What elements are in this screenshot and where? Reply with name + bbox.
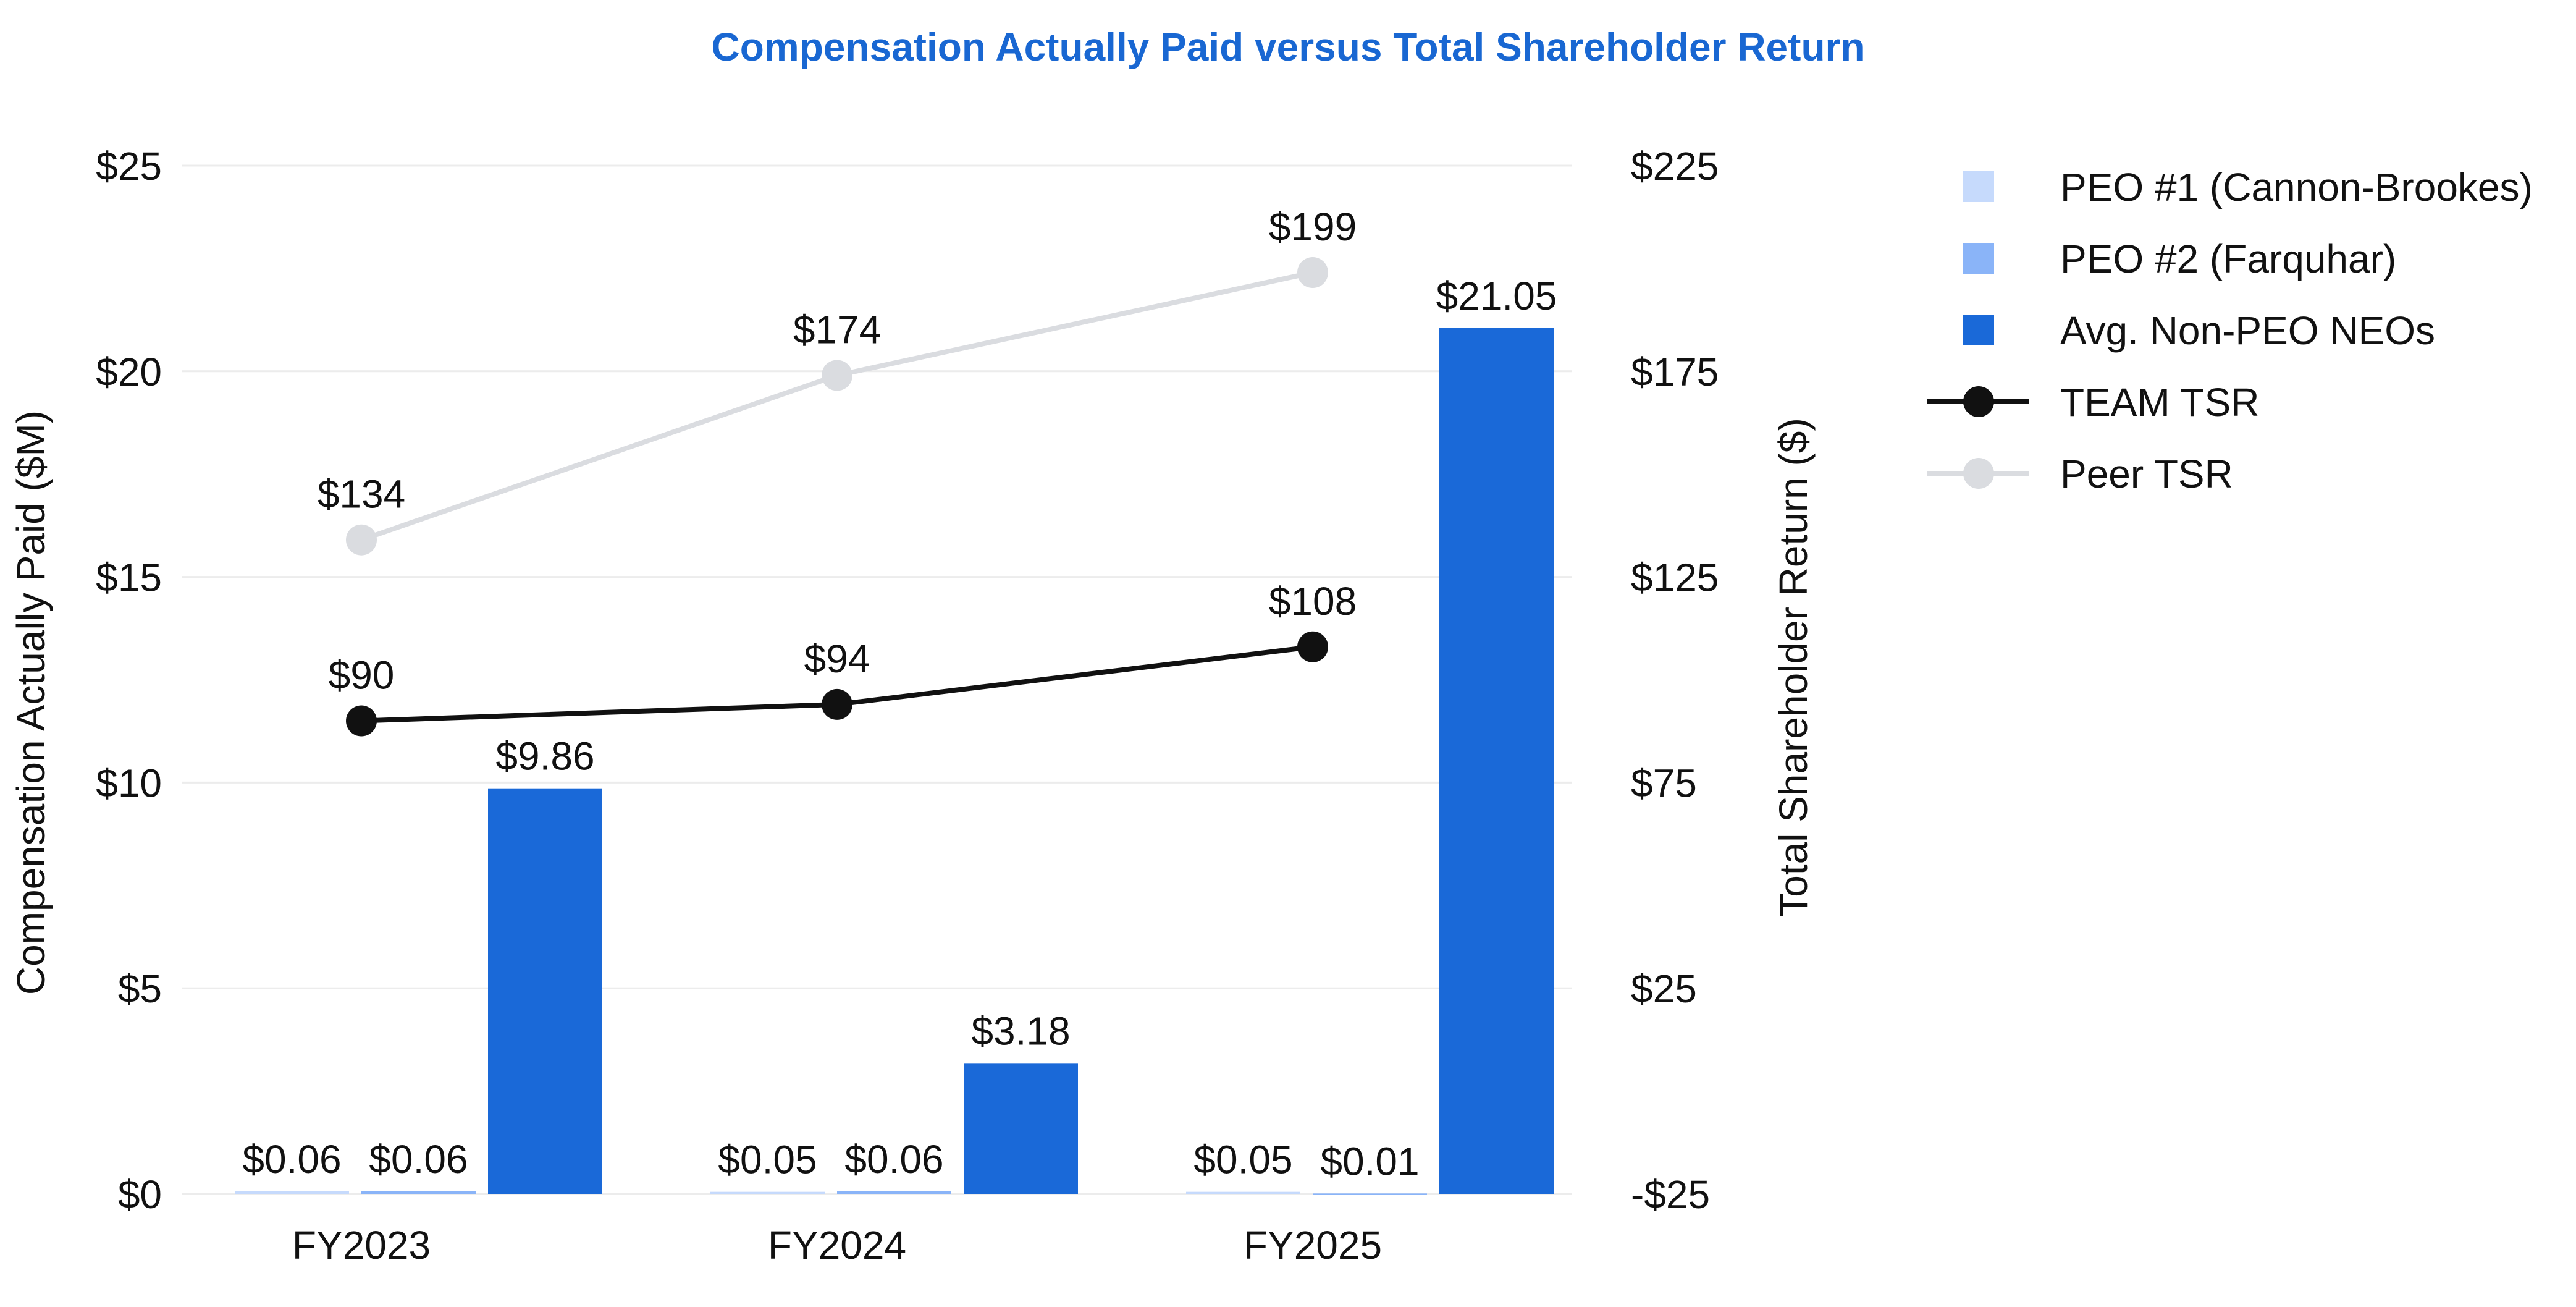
bar-value-label: $0.05 bbox=[718, 1138, 817, 1182]
legend: PEO #1 (Cannon-Brookes) PEO #2 (Farquhar)… bbox=[1927, 165, 2533, 496]
team-tsr-point bbox=[822, 688, 852, 720]
right-tick-label: -$25 bbox=[1631, 1172, 1710, 1217]
legend-label: TEAM TSR bbox=[2060, 380, 2259, 425]
tsr-value-label: $134 bbox=[318, 472, 405, 517]
x-tick-label: FY2024 bbox=[768, 1223, 906, 1267]
left-tick-label: $15 bbox=[96, 556, 162, 600]
bar-value-label: $0.05 bbox=[1193, 1138, 1292, 1182]
peer-tsr-point bbox=[1297, 257, 1328, 289]
team-tsr-point bbox=[346, 705, 377, 737]
team-tsr-point bbox=[1297, 631, 1328, 662]
legend-label: PEO #1 (Cannon-Brookes) bbox=[2060, 165, 2533, 209]
legend-swatch bbox=[1963, 171, 1994, 202]
left-tick-label: $25 bbox=[96, 144, 162, 188]
legend-swatch bbox=[1963, 315, 1994, 345]
tsr-value-label: $174 bbox=[793, 307, 881, 352]
bar-value-label: $21.05 bbox=[1436, 274, 1557, 318]
legend-swatch bbox=[1963, 243, 1994, 274]
left-axis-ticks: $0 $5 $10 $15 $20 $25 bbox=[96, 144, 162, 1217]
bar-peo-0 bbox=[710, 1191, 825, 1194]
right-axis-ticks: -$25 $25 $75 $125 $175 $225 bbox=[1631, 144, 1719, 1217]
bar-peo-1 bbox=[1313, 1193, 1427, 1195]
peer-tsr-point bbox=[346, 524, 377, 556]
legend-marker bbox=[1963, 386, 1994, 417]
left-tick-label: $0 bbox=[118, 1172, 162, 1217]
bar-peo-1 bbox=[361, 1191, 476, 1194]
legend-label: Peer TSR bbox=[2060, 452, 2233, 496]
chart-title: Compensation Actually Paid versus Total … bbox=[711, 25, 1864, 69]
legend-label: Avg. Non-PEO NEOs bbox=[2060, 308, 2435, 353]
right-tick-label: $125 bbox=[1631, 556, 1719, 600]
peer-tsr-point bbox=[822, 360, 852, 391]
bar-value-label: $0.06 bbox=[242, 1137, 341, 1182]
left-tick-label: $5 bbox=[118, 967, 162, 1011]
bars: $0.06 $0.05 $0.05 $0.06 $0.06 $0.01 $9.86 $3.18… bbox=[235, 274, 1557, 1195]
x-axis-ticks: FY2023 FY2024 FY2025 bbox=[292, 1223, 1382, 1267]
tsr-value-label: $199 bbox=[1269, 205, 1357, 249]
left-tick-label: $10 bbox=[96, 761, 162, 805]
right-tick-label: $175 bbox=[1631, 350, 1719, 394]
right-tick-label: $225 bbox=[1631, 144, 1719, 188]
tsr-value-label: $94 bbox=[804, 637, 870, 681]
bar-avg.-2 bbox=[488, 788, 602, 1194]
right-tick-label: $75 bbox=[1631, 761, 1697, 805]
right-tick-label: $25 bbox=[1631, 967, 1697, 1011]
left-tick-label: $20 bbox=[96, 350, 162, 394]
tsr-lines: $90 $94 $108 $134 $174 $199 bbox=[318, 205, 1357, 737]
bar-peo-0 bbox=[1186, 1191, 1300, 1194]
bar-value-label: $0.01 bbox=[1320, 1139, 1419, 1183]
bar-value-label: $0.06 bbox=[369, 1137, 468, 1182]
legend-label: PEO #2 (Farquhar) bbox=[2060, 237, 2396, 281]
x-tick-label: FY2023 bbox=[292, 1223, 431, 1267]
bar-peo-1 bbox=[837, 1191, 951, 1194]
bar-avg.-2 bbox=[1439, 328, 1554, 1194]
tsr-value-label: $90 bbox=[329, 653, 395, 698]
right-axis-label: Total Shareholder Return ($) bbox=[1771, 418, 1816, 917]
legend-marker bbox=[1963, 458, 1994, 489]
bar-value-label: $0.06 bbox=[844, 1137, 943, 1182]
x-tick-label: FY2025 bbox=[1244, 1223, 1382, 1267]
bar-avg.-2 bbox=[964, 1063, 1078, 1194]
left-axis-label: Compensation Actually Paid ($M) bbox=[9, 410, 53, 995]
bar-value-label: $9.86 bbox=[495, 734, 594, 779]
bar-peo-0 bbox=[235, 1191, 349, 1194]
bar-value-label: $3.18 bbox=[971, 1009, 1070, 1053]
tsr-value-label: $108 bbox=[1269, 579, 1357, 624]
